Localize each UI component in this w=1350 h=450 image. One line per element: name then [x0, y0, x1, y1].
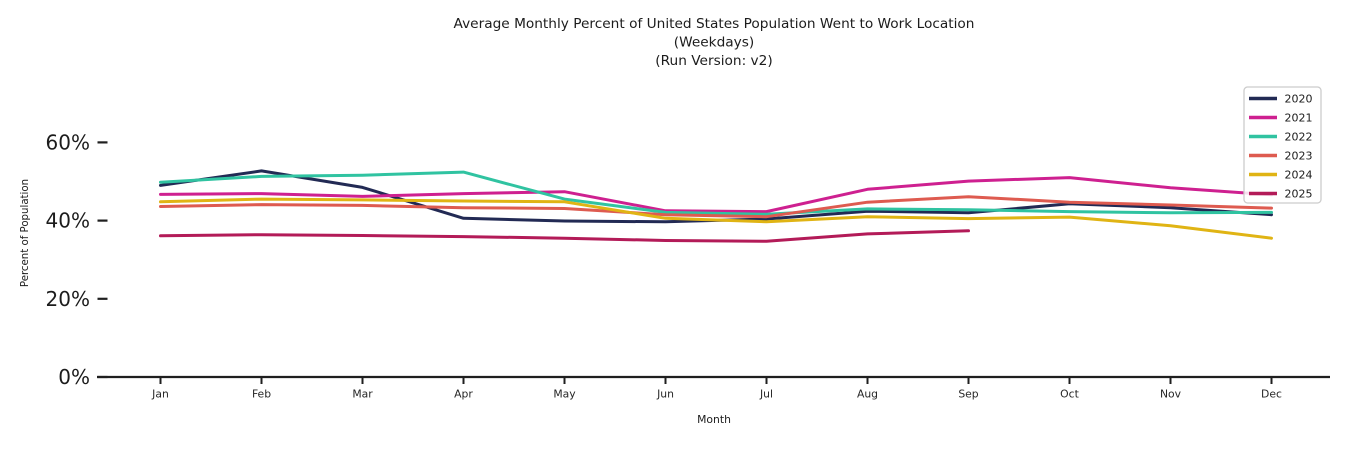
y-axis-label: Percent of Population [20, 179, 31, 287]
x-tick-label-Dec: Dec [1261, 388, 1282, 401]
x-tick-label-Sep: Sep [958, 388, 978, 401]
x-axis-label: Month [697, 413, 731, 426]
series-line-2025 [159, 229, 970, 243]
legend-label-2021: 2021 [1285, 112, 1313, 125]
axes-layer: Jan Feb Mar Apr May Jun Jul Aug Sep Oct Nov Dec 0% 20… [46, 130, 1330, 401]
x-tick-label-May: May [553, 388, 576, 401]
series-line-2024 [159, 197, 1273, 240]
x-tick-label-Jan: Jan [151, 388, 169, 401]
series-line-2023 [159, 195, 1273, 219]
x-tick-label-Nov: Nov [1160, 388, 1182, 401]
y-tick-label-60: 60% [46, 130, 90, 154]
chart-title-line-2: (Weekdays) [674, 35, 755, 51]
legend-label-2022: 2022 [1285, 131, 1313, 144]
chart-title-line-3: (Run Version: v2) [655, 53, 772, 69]
legend-label-2025: 2025 [1285, 188, 1313, 201]
legend-label-2024: 2024 [1285, 169, 1313, 182]
x-tick-label-Feb: Feb [252, 388, 271, 401]
x-tick-label-Jul: Jul [759, 388, 773, 401]
x-tick-label-Aug: Aug [857, 388, 878, 401]
y-tick-label-40: 40% [46, 209, 90, 233]
series-layer [159, 169, 1273, 243]
x-tick-label-Apr: Apr [454, 388, 473, 401]
legend-label-2020: 2020 [1285, 93, 1313, 106]
series-line-2021 [159, 176, 1273, 214]
y-tick-label-0: 0% [58, 365, 90, 389]
x-tick-label-Jun: Jun [656, 388, 674, 401]
x-tick-label-Mar: Mar [352, 388, 373, 401]
legend-label-2023: 2023 [1285, 150, 1313, 163]
series-line-2022 [159, 170, 1273, 216]
y-tick-label-20: 20% [46, 287, 90, 311]
legend: 2020 2021 2022 2023 2024 2025 [1243, 86, 1322, 204]
chart-title-line-1: Average Monthly Percent of United States… [454, 16, 975, 32]
x-tick-label-Oct: Oct [1060, 388, 1079, 401]
